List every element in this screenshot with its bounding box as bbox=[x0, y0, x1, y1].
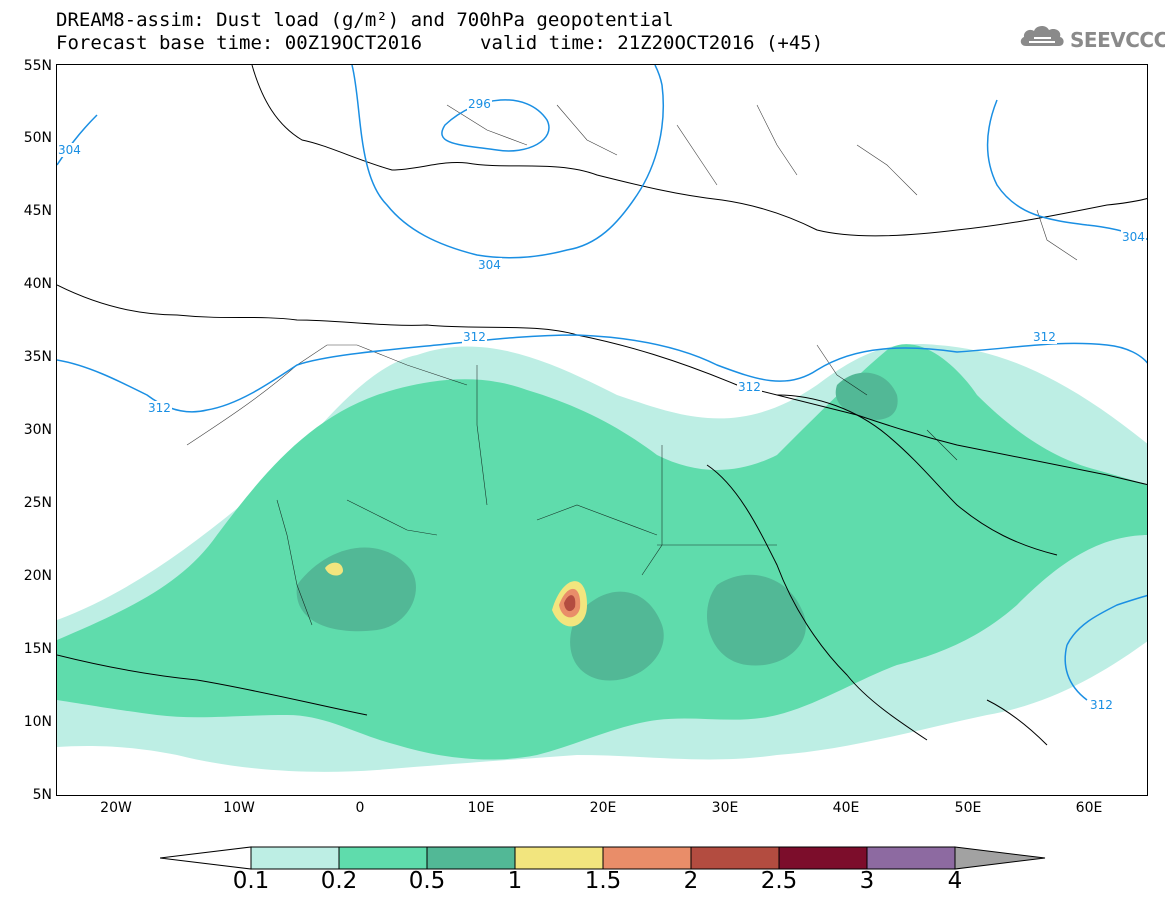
contour-label-312-egypt: 312 bbox=[737, 380, 762, 394]
contour-label-296: 296 bbox=[467, 97, 492, 111]
longitude-label: 20E bbox=[589, 800, 617, 816]
contour-label-304-east: 304 bbox=[1121, 230, 1146, 244]
valid-time: valid time: 21Z20OCT2016 (+45) bbox=[480, 32, 824, 54]
cloud-icon bbox=[1018, 24, 1066, 55]
dust-contour-2 bbox=[564, 595, 576, 612]
colorbar-segment-0-1 bbox=[250, 846, 340, 870]
colorbar-label: 2 bbox=[683, 868, 699, 894]
seevccc-logo: SEEVCCC bbox=[1018, 24, 1165, 55]
latitude-label: 55N bbox=[23, 58, 52, 74]
colorbar-segment-0-5 bbox=[426, 846, 516, 870]
colorbar-label: 2.5 bbox=[760, 868, 798, 894]
contour-label-312-iran: 312 bbox=[1032, 330, 1057, 344]
geopotential-contours bbox=[57, 65, 1147, 701]
logo-text: SEEVCCC bbox=[1070, 27, 1165, 52]
colorbar-label: 0.2 bbox=[320, 868, 358, 894]
map-title: DREAM8-assim: Dust load (g/m²) and 700hP… bbox=[56, 9, 674, 31]
colorbar-label: 1 bbox=[507, 868, 523, 894]
contour-label-312-west: 312 bbox=[147, 401, 172, 415]
dust-contour-1-west bbox=[325, 562, 343, 576]
colorbar-segment-0-2 bbox=[338, 846, 428, 870]
dust-contour-0-5-central bbox=[570, 591, 664, 681]
dust-contour-0-2 bbox=[57, 344, 1147, 760]
colorbar bbox=[160, 846, 1046, 870]
colorbar-label: 0.1 bbox=[232, 868, 270, 894]
latitude-label: 50N bbox=[23, 130, 52, 146]
contour-label-304-central: 304 bbox=[477, 258, 502, 272]
colorbar-segment-1-5 bbox=[602, 846, 692, 870]
latitude-label: 10N bbox=[23, 714, 52, 730]
latitude-label: 5N bbox=[32, 787, 52, 803]
colorbar-label: 4 bbox=[947, 868, 963, 894]
latitude-label: 20N bbox=[23, 568, 52, 584]
latitude-label: 35N bbox=[23, 349, 52, 365]
colorbar-label: 0.5 bbox=[408, 868, 446, 894]
colorbar-segment-3 bbox=[866, 846, 956, 870]
latitude-label: 25N bbox=[23, 495, 52, 511]
contour-label-304-west: 304 bbox=[57, 143, 82, 157]
colorbar-label: 3 bbox=[859, 868, 875, 894]
dust-shading bbox=[57, 344, 1147, 772]
longitude-label: 40E bbox=[832, 800, 860, 816]
dust-load-map: 296 304 304 304 312 312 312 312 312 bbox=[56, 64, 1148, 796]
longitude-label: 50E bbox=[954, 800, 982, 816]
colorbar-segment-below-0-1 bbox=[160, 846, 252, 870]
longitude-label: 10E bbox=[467, 800, 495, 816]
colorbar-segment-2-5 bbox=[778, 846, 868, 870]
colorbar-label: 1.5 bbox=[584, 868, 622, 894]
contour-label-312-north-africa: 312 bbox=[462, 330, 487, 344]
latitude-label: 40N bbox=[23, 276, 52, 292]
contour-label-312-southeast: 312 bbox=[1089, 698, 1114, 712]
colorbar-segment-1 bbox=[514, 846, 604, 870]
longitude-label: 60E bbox=[1075, 800, 1103, 816]
latitude-label: 30N bbox=[23, 422, 52, 438]
latitude-label: 45N bbox=[23, 203, 52, 219]
dust-contour-0-5-sudan bbox=[707, 574, 806, 666]
longitude-label: 30E bbox=[711, 800, 739, 816]
longitude-label: 10W bbox=[223, 800, 255, 816]
forecast-base-time: Forecast base time: 00Z19OCT2016 bbox=[56, 32, 423, 54]
longitude-label: 20W bbox=[100, 800, 132, 816]
latitude-label: 15N bbox=[23, 641, 52, 657]
colorbar-segment-above-4 bbox=[954, 846, 1046, 870]
colorbar-segment-2 bbox=[690, 846, 780, 870]
longitude-label: 0 bbox=[355, 800, 365, 816]
